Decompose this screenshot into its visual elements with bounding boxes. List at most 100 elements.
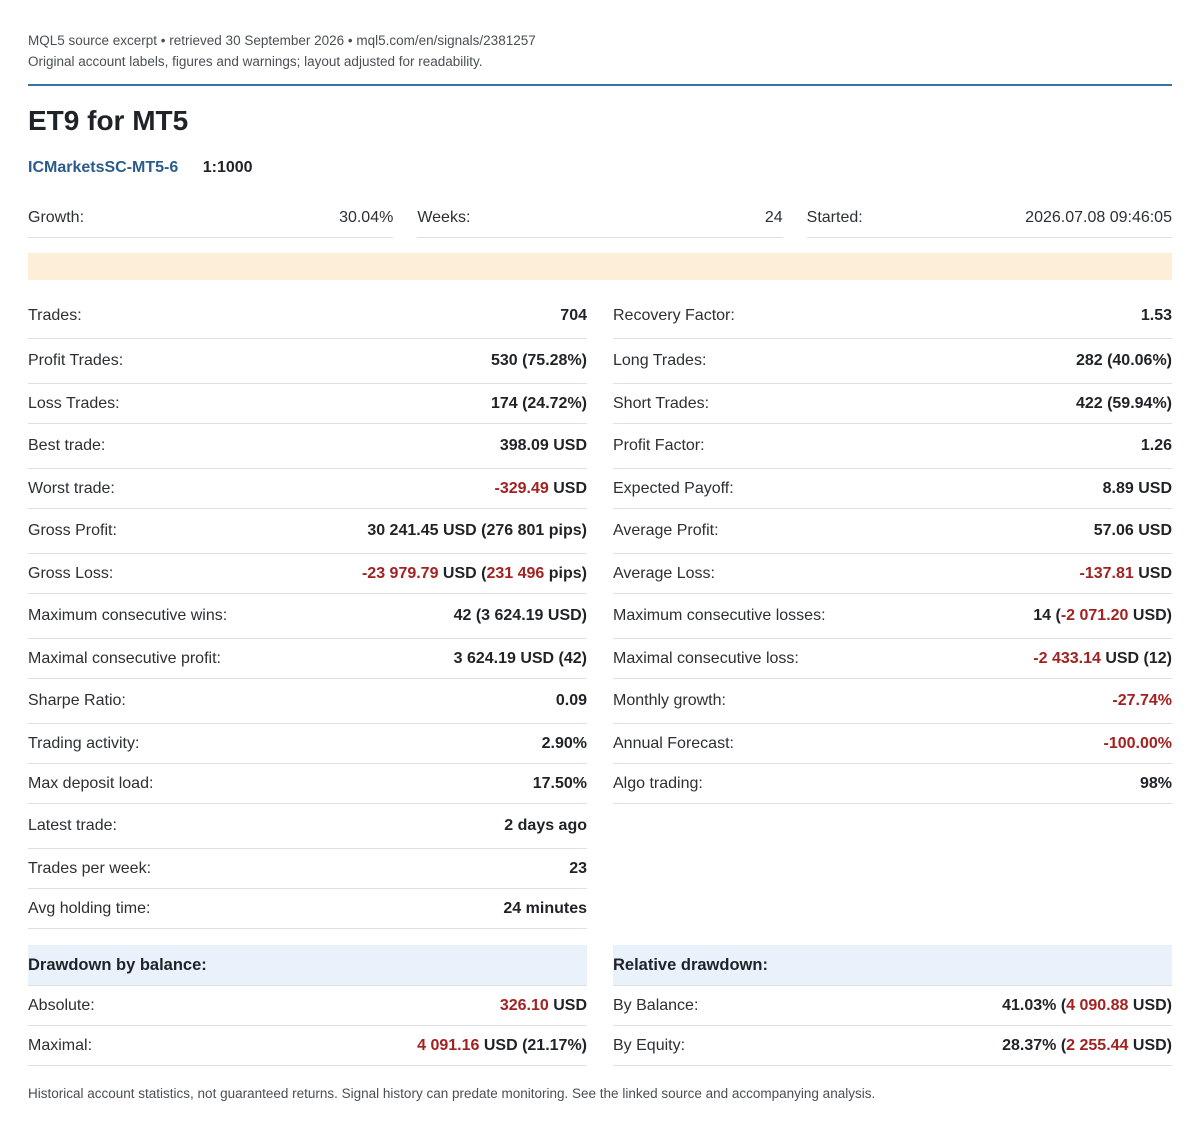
value-text: USD xyxy=(1133,564,1172,582)
stat-value: 30 241.45 USD (276 801 pips) xyxy=(367,522,587,540)
drawdown-balance-heading: Drawdown by balance: xyxy=(28,945,587,986)
stat-value: 704 xyxy=(560,307,587,325)
stat-label: Short Trades: xyxy=(613,394,710,412)
stat-row: Algo trading: 98% xyxy=(613,764,1172,804)
stat-value: 2 days ago xyxy=(504,817,587,835)
stat-row: Average Profit: 57.06 USD xyxy=(613,509,1172,554)
stat-label: Max deposit load: xyxy=(28,774,154,792)
stat-row: Max deposit load: 17.50% xyxy=(28,764,587,804)
stat-value: 530 (75.28%) xyxy=(491,352,587,370)
stat-label: Long Trades: xyxy=(613,352,707,369)
stat-value: -329.49 USD xyxy=(495,480,588,498)
negative-figure: 231 496 xyxy=(486,564,545,582)
negative-figure: -23 979.79 xyxy=(361,564,439,582)
value-text: 2.90% xyxy=(541,734,587,752)
stat-row: Maximal consecutive profit: 3 624.19 USD … xyxy=(28,639,587,679)
stat-label: By Balance: xyxy=(613,996,699,1014)
stat-label: Trading activity: xyxy=(28,734,140,752)
stat-value: 2.90% xyxy=(542,735,587,753)
warning-bar xyxy=(28,253,1172,280)
stat-row: Latest trade: 2 days ago xyxy=(28,804,587,849)
statistics-left-column: Trades: 704 Profit Trades: 530 (75.28%) Loss… xyxy=(28,294,587,929)
stat-label: Maximal consecutive profit: xyxy=(28,649,221,667)
value-text: 1.26 xyxy=(1140,437,1172,454)
stat-label: Algo trading: xyxy=(613,774,703,792)
stat-label: Gross Loss: xyxy=(28,564,114,582)
value-text: 0.09 xyxy=(555,692,587,709)
stat-label: Annual Forecast: xyxy=(613,734,734,752)
value-text: 8.89 USD xyxy=(1102,479,1172,497)
stat-value: 0.09 xyxy=(556,692,587,710)
relative-drawdown-rows: By Balance: 41.03% (4 090.88 USD) By Equit… xyxy=(613,986,1172,1066)
value-text: pips) xyxy=(544,564,587,582)
stat-weeks: Weeks: 24 xyxy=(417,198,783,238)
stat-label: Loss Trades: xyxy=(28,394,120,412)
stat-value: 2026.07.08 09:46:05 xyxy=(1025,208,1172,226)
stat-label: Recovery Factor: xyxy=(613,307,735,324)
value-text: USD xyxy=(548,996,587,1014)
value-text: 704 xyxy=(560,307,587,324)
value-text: 1.53 xyxy=(1140,307,1172,324)
stat-row: Trades per week: 23 xyxy=(28,849,587,889)
stat-row: Profit Trades: 530 (75.28%) xyxy=(28,339,587,384)
account-info: ICMarketsSC-MT5-6 1:1000 xyxy=(28,158,1172,178)
stat-row: Maximal: 4 091.16 USD (21.17%) xyxy=(28,1026,587,1066)
negative-figure: 4 091.16 xyxy=(417,1036,480,1054)
value-text: 23 xyxy=(569,859,587,877)
value-text: 398.09 USD xyxy=(499,437,587,454)
value-text: USD) xyxy=(1128,607,1172,624)
value-text: 17.50% xyxy=(532,774,587,792)
stat-row: Maximum consecutive wins: 42 (3 624.19 US… xyxy=(28,594,587,639)
stat-value: 30.04% xyxy=(339,208,394,226)
stat-label: Growth: xyxy=(28,208,85,226)
stat-row: Recovery Factor: 1.53 xyxy=(613,294,1172,339)
stat-label: Expected Payoff: xyxy=(613,479,734,497)
stat-value: 41.03% (4 090.88 USD) xyxy=(1002,997,1172,1015)
value-text: 28.37% ( xyxy=(1002,1036,1067,1054)
stat-value: 24 xyxy=(764,208,783,226)
stat-row: Gross Loss: -23 979.79 USD (231 496 pips) xyxy=(28,554,587,594)
stat-value: 1.53 xyxy=(1141,307,1172,325)
drawdown-balance-panel: Drawdown by balance: Absolute: 326.10 USD… xyxy=(28,945,587,1066)
value-text: 174 (24.72%) xyxy=(490,394,587,412)
value-text: USD ( xyxy=(438,564,487,582)
drawdown-section: Drawdown by balance: Absolute: 326.10 USD… xyxy=(28,945,1172,1066)
negative-figure: 4 090.88 xyxy=(1066,996,1129,1014)
stat-row: Avg holding time: 24 minutes xyxy=(28,889,587,929)
stat-value: 8.89 USD xyxy=(1103,480,1172,498)
value-text: USD) xyxy=(1128,1036,1172,1054)
stat-row: Best trade: 398.09 USD xyxy=(28,424,587,469)
stat-row: By Equity: 28.37% (2 255.44 USD) xyxy=(613,1026,1172,1066)
source-line-1: MQL5 source excerpt • retrieved 30 Septe… xyxy=(28,33,536,48)
stat-row: Maximal consecutive loss: -2 433.14 USD (… xyxy=(613,639,1172,679)
page-title: ET9 for MT5 xyxy=(28,105,189,136)
stat-label: Weeks: xyxy=(417,208,471,226)
stat-growth: Growth: 30.04% xyxy=(28,198,394,238)
stat-value: 282 (40.06%) xyxy=(1076,352,1172,370)
stat-label: Gross Profit: xyxy=(28,522,117,539)
stat-label: Maximal: xyxy=(28,1036,93,1054)
negative-figure: -329.49 xyxy=(494,479,549,497)
relative-drawdown-panel: Relative drawdown: By Balance: 41.03% (4 … xyxy=(613,945,1172,1066)
negative-figure: 326.10 xyxy=(499,996,549,1014)
source-note: MQL5 source excerpt • retrieved 30 Septe… xyxy=(28,30,1172,72)
stat-value: 28.37% (2 255.44 USD) xyxy=(1002,1037,1172,1055)
stat-label: Average Profit: xyxy=(613,522,719,539)
stat-label: Maximal consecutive loss: xyxy=(613,649,799,667)
value-text: 42 (3 624.19 USD) xyxy=(453,607,587,624)
negative-figure: -137.81 xyxy=(1079,564,1134,582)
stat-value: 174 (24.72%) xyxy=(491,395,587,413)
broker-link[interactable]: ICMarketsSC-MT5-6 xyxy=(28,159,179,176)
stat-label: Monthly growth: xyxy=(613,692,726,709)
stat-label: Absolute: xyxy=(28,996,95,1014)
value-text: 2 days ago xyxy=(504,817,587,834)
value-text: 3 624.19 USD (42) xyxy=(453,649,587,667)
stat-value: -2 433.14 USD (12) xyxy=(1033,650,1172,668)
stat-row: Gross Profit: 30 241.45 USD (276 801 pips… xyxy=(28,509,587,554)
stat-value: 57.06 USD xyxy=(1094,522,1172,540)
stat-row: Monthly growth: -27.74% xyxy=(613,679,1172,724)
value-text: 41.03% ( xyxy=(1002,996,1067,1014)
stat-row: Sharpe Ratio: 0.09 xyxy=(28,679,587,724)
stat-label: Avg holding time: xyxy=(28,899,151,917)
stat-label: Sharpe Ratio: xyxy=(28,692,126,709)
